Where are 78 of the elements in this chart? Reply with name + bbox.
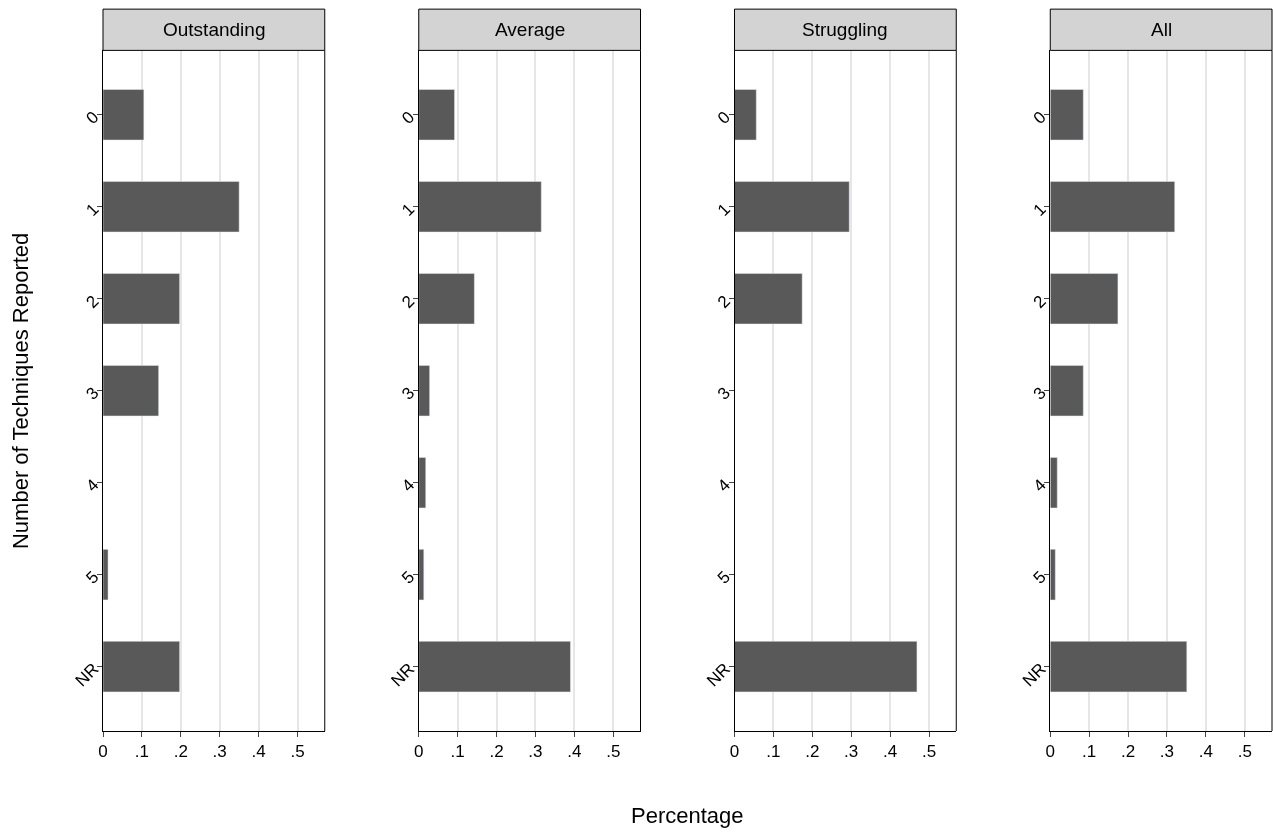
y-axis-title: Number of Techniques Reported: [7, 232, 33, 550]
bar: [418, 89, 455, 141]
x-tick-label: .5: [921, 742, 937, 762]
x-tick-label: .4: [883, 742, 898, 762]
bar: [1050, 181, 1175, 233]
bar: [1050, 549, 1056, 601]
x-tick-label: .5: [606, 742, 621, 762]
bar: [1050, 457, 1058, 509]
bar: [103, 641, 180, 693]
y-tick-label: 2: [1029, 291, 1050, 312]
y-tick-label: 4: [398, 475, 419, 496]
y-tick-label: 3: [82, 383, 103, 404]
x-tick-label: .4: [567, 742, 582, 762]
bar: [1050, 365, 1084, 417]
x-tick-label: .2: [1120, 742, 1136, 762]
bar: [103, 365, 159, 417]
x-tick-label: .4: [1198, 742, 1213, 762]
x-tick-label: .1: [134, 742, 149, 762]
bar: [103, 549, 109, 601]
x-tick-label: .1: [766, 742, 781, 762]
bar: [418, 457, 426, 509]
bar: [103, 181, 240, 233]
y-tick-label: 1: [82, 199, 103, 220]
x-tick-label: .2: [805, 742, 820, 762]
y-tick-label: 2: [82, 291, 103, 312]
x-tick-label: .3: [212, 742, 227, 762]
x-tick-label: .3: [1159, 742, 1175, 762]
y-tick-label: 0: [1029, 107, 1050, 128]
bar: [734, 181, 850, 233]
chart-title: Struggling: [802, 19, 888, 40]
bar: [1050, 89, 1084, 141]
x-tick-label: .3: [528, 742, 543, 762]
y-tick-label: 2: [713, 291, 734, 312]
y-tick-label: NR: [1018, 659, 1050, 691]
y-tick-label: 3: [398, 383, 419, 404]
y-tick-label: NR: [387, 659, 419, 691]
bar: [734, 89, 757, 141]
y-tick-label: NR: [71, 659, 103, 691]
bar: [418, 641, 571, 693]
x-axis-title: Percentage: [631, 803, 744, 828]
bar: [1050, 641, 1188, 693]
bar: [103, 89, 145, 141]
y-tick-label: 0: [82, 107, 103, 128]
y-tick-label: 3: [1029, 383, 1050, 404]
y-tick-label: 5: [398, 567, 419, 588]
y-tick-label: NR: [703, 659, 734, 691]
x-tick-label: .5: [290, 742, 305, 762]
x-tick-label: .3: [844, 742, 859, 762]
x-tick-label: .1: [450, 742, 465, 762]
y-tick-label: 4: [713, 475, 734, 496]
y-tick-label: 1: [1029, 199, 1050, 220]
bar: [1050, 273, 1119, 325]
x-tick-label: .5: [1237, 742, 1252, 762]
y-tick-label: 5: [82, 567, 103, 588]
y-tick-label: 5: [713, 567, 734, 588]
bar: [103, 273, 180, 325]
x-tick-label: .1: [1082, 742, 1097, 762]
y-tick-label: 2: [398, 291, 419, 312]
y-tick-label: 4: [82, 475, 103, 496]
x-tick-label: .2: [489, 742, 504, 762]
bar: [734, 641, 918, 693]
y-tick-label: 3: [713, 383, 734, 404]
bar: [418, 181, 542, 233]
y-tick-label: 4: [1029, 475, 1050, 496]
bar: [734, 273, 803, 325]
chart-title: Average: [495, 19, 566, 40]
x-tick-label: .4: [251, 742, 266, 762]
y-tick-label: 0: [713, 107, 734, 128]
y-tick-label: 1: [398, 199, 419, 220]
y-tick-label: 5: [1029, 567, 1050, 588]
y-tick-label: 1: [713, 199, 734, 220]
bar: [418, 273, 475, 325]
bar: [418, 365, 430, 417]
chart-title: Outstanding: [163, 19, 266, 40]
y-tick-label: 0: [398, 107, 419, 128]
bar: [418, 549, 425, 601]
chart-title: All: [1151, 19, 1173, 40]
x-tick-label: .2: [173, 742, 188, 762]
